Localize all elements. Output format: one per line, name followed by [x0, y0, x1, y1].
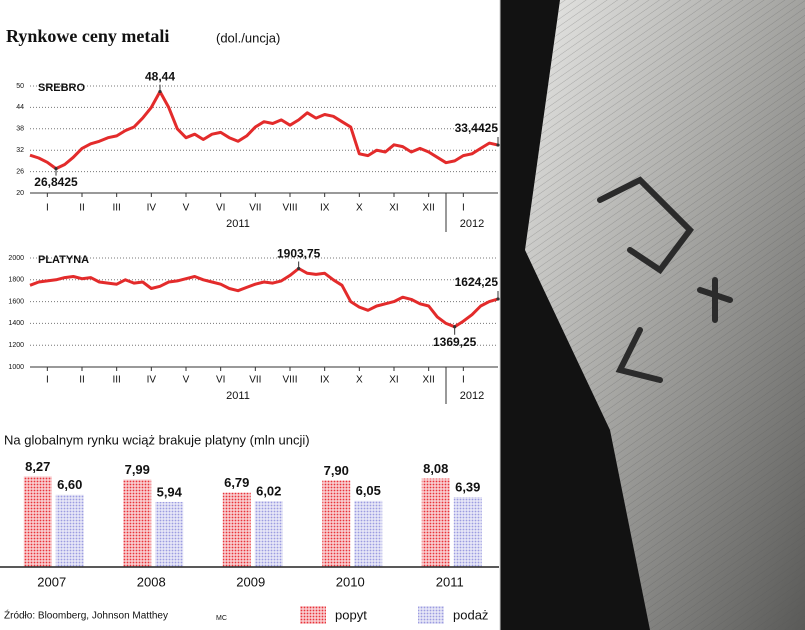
x-tick-label: XII: [423, 375, 435, 386]
x-tick-label: VIII: [282, 375, 297, 386]
bar: [155, 501, 184, 567]
bar-chart-title: Na globalnym rynku wciąż brakuje platyny…: [4, 432, 310, 447]
value-label: 8,27: [25, 459, 50, 474]
legend-swatch: [418, 606, 444, 624]
annotation-point: [297, 266, 301, 271]
x-tick-label: VI: [216, 203, 225, 214]
y-tick-label: 26: [16, 168, 24, 175]
year-label: 2012: [460, 218, 484, 230]
annotation: 48,44: [145, 70, 175, 84]
x-tick-label: XI: [389, 375, 398, 386]
x-tick-label: 2007: [37, 574, 66, 589]
x-tick-label: V: [183, 375, 190, 386]
annotation-point: [453, 325, 457, 329]
legend-label: popyt: [335, 607, 367, 622]
legend-swatch: [300, 606, 326, 624]
metal-texture: [525, 0, 805, 630]
y-tick-label: 1800: [8, 277, 24, 284]
annotation: 1369,25: [433, 335, 477, 349]
stamp: [597, 176, 733, 383]
year-label: 2011: [226, 218, 250, 230]
y-tick-label: 32: [16, 147, 24, 154]
x-tick-label: III: [112, 203, 120, 214]
x-tick-label: V: [183, 203, 190, 214]
x-tick-label: IX: [320, 375, 330, 386]
x-tick-label: X: [356, 375, 363, 386]
annotation-point: [496, 143, 500, 147]
bar: [23, 476, 52, 567]
y-tick-label: 1200: [8, 342, 24, 349]
bar: [322, 480, 351, 567]
x-tick-label: II: [79, 203, 85, 214]
year-label: 2011: [226, 390, 250, 402]
bar: [123, 479, 152, 567]
y-tick-label: 1600: [8, 298, 24, 305]
legend-label: podaż: [453, 607, 488, 622]
bar: [254, 501, 283, 567]
bar: [55, 494, 84, 567]
value-label: 6,79: [224, 475, 249, 490]
x-tick-label: IV: [147, 375, 157, 386]
value-label: 6,02: [256, 484, 281, 499]
value-label: 6,60: [57, 477, 82, 492]
x-tick-label: IV: [147, 203, 157, 214]
x-tick-label: VII: [249, 203, 261, 214]
unit: (dol./uncja): [216, 30, 280, 45]
x-tick-label: XI: [389, 203, 398, 214]
annotation: 1624,25: [455, 275, 499, 289]
x-tick-label: 2010: [336, 574, 365, 589]
annotation-point: [496, 297, 500, 301]
value-label: 7,90: [324, 463, 349, 478]
bar: [222, 492, 251, 567]
annotation: 1903,75: [277, 247, 321, 261]
credit: MC: [216, 615, 227, 622]
annotation: 26,8425: [34, 175, 78, 189]
y-tick-label: 44: [16, 104, 24, 111]
value-label: 6,05: [356, 483, 381, 498]
y-tick-label: 38: [16, 126, 24, 133]
x-tick-label: 2009: [236, 574, 265, 589]
series-label: PLATYNA: [38, 254, 89, 266]
y-tick-label: 20: [16, 190, 24, 197]
x-tick-label: 2008: [137, 574, 166, 589]
x-tick-label: XII: [423, 203, 435, 214]
y-tick-label: 1400: [8, 320, 24, 327]
x-tick-label: III: [112, 375, 120, 386]
x-tick-label: VI: [216, 375, 225, 386]
source: Źródło: Bloomberg, Johnson Matthey: [4, 609, 168, 622]
y-tick-label: 2000: [8, 255, 24, 262]
value-label: 8,08: [423, 461, 448, 476]
x-tick-label: I: [462, 375, 465, 386]
annotation-point: [54, 166, 58, 171]
bar: [421, 478, 450, 567]
y-tick-label: 50: [16, 83, 24, 90]
annotation-point: [158, 89, 162, 94]
x-tick-label: IX: [320, 203, 330, 214]
photo: [500, 0, 805, 630]
annotation: 33,4425: [455, 121, 499, 135]
x-tick-label: I: [462, 203, 465, 214]
value-label: 5,94: [157, 484, 183, 499]
series-line: [29, 267, 499, 329]
x-tick-label: I: [46, 203, 49, 214]
x-tick-label: I: [46, 375, 49, 386]
y-tick-label: 1000: [8, 364, 24, 371]
x-tick-label: II: [79, 375, 85, 386]
x-tick-label: VIII: [282, 203, 297, 214]
value-label: 7,99: [125, 462, 150, 477]
series-line: [29, 90, 499, 171]
x-tick-label: VII: [249, 375, 261, 386]
series-label: SREBRO: [38, 82, 86, 94]
bar: [354, 500, 383, 567]
main-title: Rynkowe ceny metali: [6, 26, 169, 46]
x-tick-label: 2011: [436, 574, 464, 589]
x-tick-label: X: [356, 203, 363, 214]
year-label: 2012: [460, 390, 484, 402]
value-label: 6,39: [455, 479, 480, 494]
bar: [453, 497, 482, 567]
